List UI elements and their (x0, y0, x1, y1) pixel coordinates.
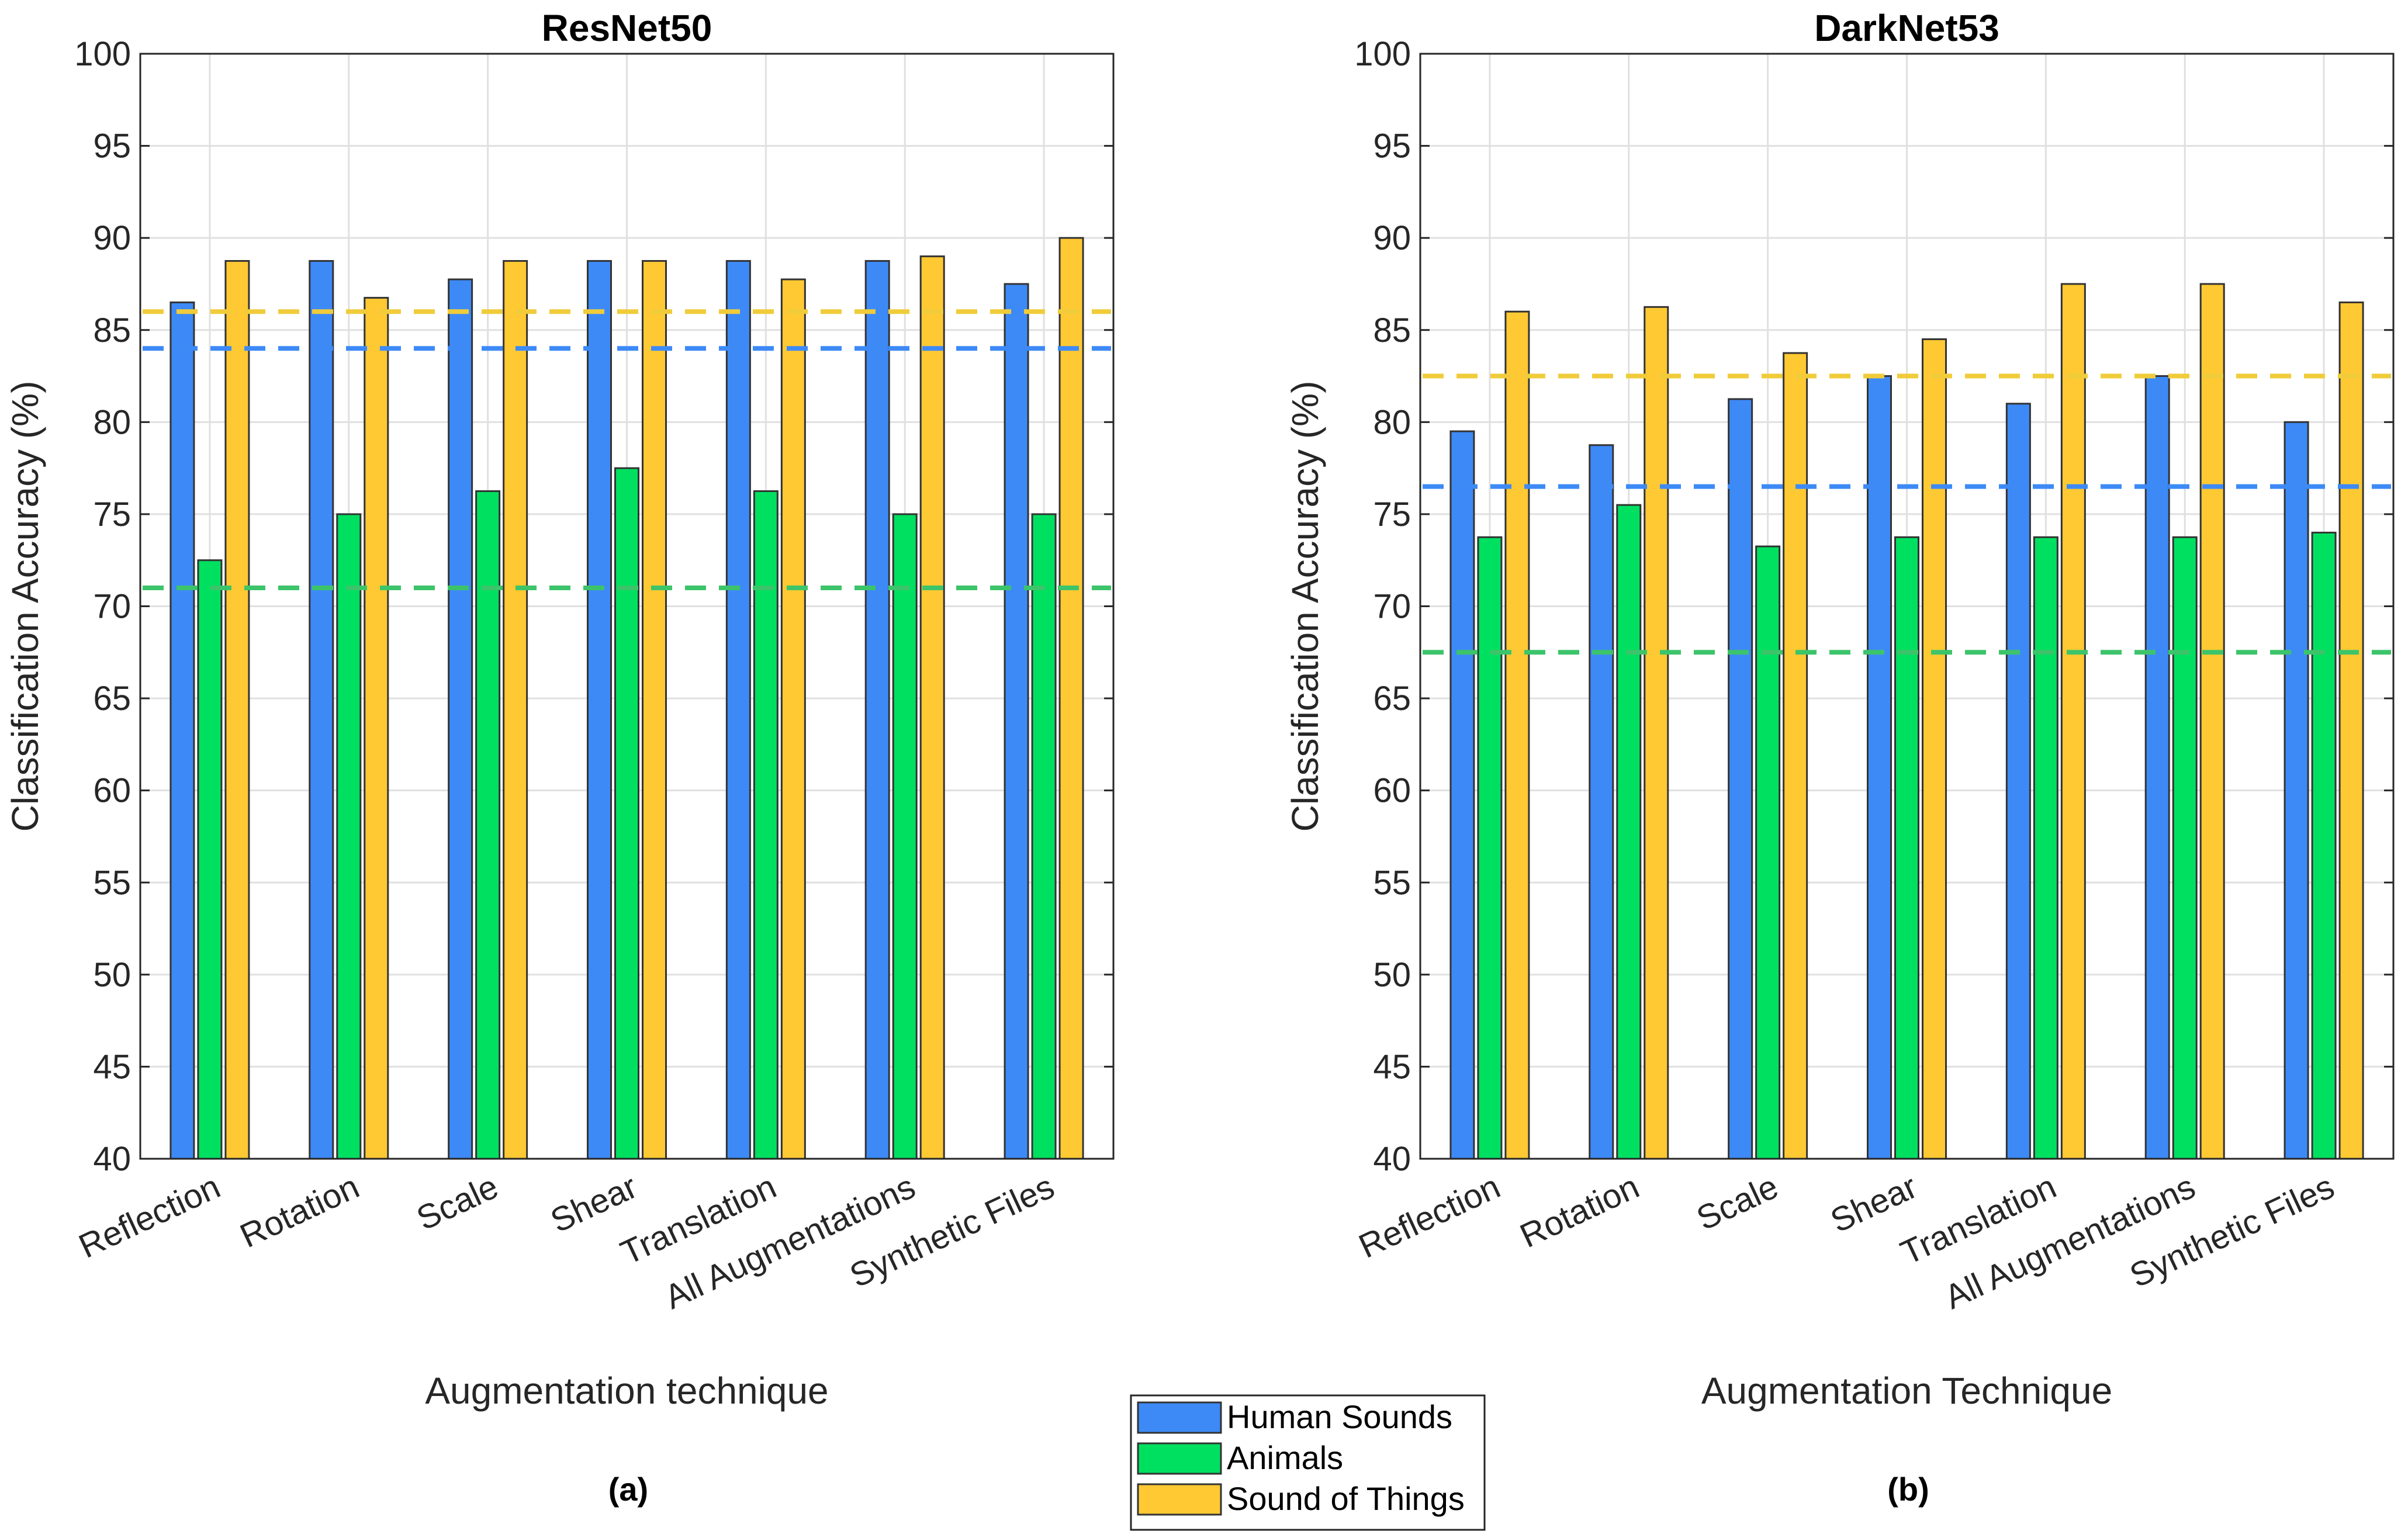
y-tick-label-100: 100 (74, 35, 131, 73)
bar-animals-rotation (1616, 504, 1642, 1160)
y-tick-label-60: 60 (1373, 772, 1411, 810)
y-tick-label-55: 55 (1373, 864, 1411, 902)
y-tick-label-100: 100 (1354, 35, 1411, 73)
y-tick-label-65: 65 (1373, 680, 1411, 718)
bar-sound-of-things-synthetic-files (1058, 237, 1084, 1160)
bars (169, 237, 1084, 1160)
reference-lines (143, 309, 1111, 590)
bar-human-sounds-scale (1728, 398, 1753, 1160)
y-tick-label-75: 75 (1373, 496, 1411, 534)
y-tick-label-80: 80 (93, 403, 131, 441)
y-tick-label-95: 95 (1373, 127, 1411, 165)
y-tick-label-45: 45 (1373, 1048, 1411, 1086)
legend-label-human-sounds: Human Sounds (1227, 1398, 1452, 1435)
y-tick-label-85: 85 (93, 311, 131, 349)
y-ticks: 40 45 50 55 60 65 70 75 80 85 90 95 100 (1354, 35, 2393, 1178)
bar-sound-of-things-reflection (224, 260, 250, 1160)
y-tick-label-50: 50 (93, 956, 131, 994)
x-axis-label: Augmentation technique (425, 1370, 828, 1412)
bar-sound-of-things-rotation (364, 297, 389, 1160)
bar-sound-of-things-translation (2060, 283, 2086, 1160)
bar-animals-rotation (336, 513, 362, 1160)
panel-caption: (b) (1887, 1471, 1929, 1508)
chart-title: ResNet50 (542, 7, 712, 49)
bar-human-sounds-scale (448, 278, 473, 1160)
bar-animals-synthetic-files (1031, 513, 1057, 1160)
series-sound-of-things (224, 237, 1084, 1160)
bar-sound-of-things-all-augmentations (2199, 283, 2225, 1160)
legend-swatch-sound-of-things (1137, 1483, 1222, 1516)
bar-human-sounds-translation (2005, 403, 2031, 1160)
y-axis-label: Classification Accuracy (%) (4, 381, 46, 832)
bar-sound-of-things-scale (503, 260, 528, 1160)
chart-title: DarkNet53 (1814, 7, 1999, 49)
legend-swatch-animals (1137, 1442, 1222, 1475)
bar-animals-scale (475, 490, 501, 1160)
y-axis-label: Classification Accuracy (%) (1284, 381, 1326, 832)
series-sound-of-things (1504, 283, 2364, 1160)
bar-sound-of-things-reflection (1504, 310, 1530, 1160)
bar-human-sounds-reflection (169, 301, 195, 1160)
bar-animals-scale (1755, 545, 1781, 1160)
y-tick-label-95: 95 (93, 127, 131, 165)
bar-animals-shear (614, 467, 639, 1160)
legend-entry-human-sounds: Human Sounds (1137, 1398, 1452, 1435)
bar-animals-translation (2033, 536, 2058, 1160)
bar-sound-of-things-translation (780, 278, 806, 1160)
series-animals (197, 467, 1057, 1160)
y-tick-label-75: 75 (93, 496, 131, 534)
legend-entry-sound-of-things: Sound of Things (1137, 1480, 1465, 1517)
bar-human-sounds-shear (1867, 375, 1892, 1160)
series-animals (1477, 504, 2337, 1160)
bar-animals-all-augmentations (892, 513, 918, 1160)
y-tick-label-85: 85 (1373, 311, 1411, 349)
y-tick-label-70: 70 (93, 588, 131, 626)
y-tick-label-70: 70 (1373, 588, 1411, 626)
bar-human-sounds-shear (587, 260, 612, 1160)
bar-human-sounds-translation (725, 260, 751, 1160)
legend-label-sound-of-things: Sound of Things (1227, 1480, 1465, 1517)
bar-sound-of-things-rotation (1644, 306, 1669, 1160)
bar-sound-of-things-all-augmentations (919, 255, 945, 1160)
legend: Human Sounds Animals Sound of Things (1130, 1394, 1486, 1531)
bar-animals-shear (1894, 536, 1919, 1160)
y-tick-label-90: 90 (1373, 219, 1411, 257)
y-tick-label-55: 55 (93, 864, 131, 902)
bar-sound-of-things-shear (1922, 338, 1947, 1160)
panel-caption: (a) (608, 1471, 648, 1508)
bar-animals-all-augmentations (2172, 536, 2198, 1160)
bar-sound-of-things-synthetic-files (2338, 301, 2364, 1160)
bar-human-sounds-all-augmentations (2144, 375, 2170, 1160)
bar-animals-reflection (1477, 536, 1503, 1160)
y-tick-label-50: 50 (1373, 956, 1411, 994)
bar-sound-of-things-scale (1783, 352, 1808, 1160)
bar-animals-synthetic-files (2311, 531, 2337, 1160)
legend-entry-animals: Animals (1137, 1439, 1343, 1476)
bar-human-sounds-rotation (1589, 444, 1614, 1160)
legend-swatch-human-sounds (1137, 1401, 1222, 1434)
y-tick-label-40: 40 (1373, 1140, 1411, 1178)
y-tick-label-40: 40 (93, 1140, 131, 1178)
bar-animals-reflection (197, 559, 223, 1160)
bar-human-sounds-all-augmentations (864, 260, 890, 1160)
y-tick-label-65: 65 (93, 680, 131, 718)
bar-human-sounds-reflection (1449, 430, 1475, 1160)
bar-human-sounds-synthetic-files (2284, 421, 2309, 1160)
y-tick-label-45: 45 (93, 1048, 131, 1086)
legend-label-animals: Animals (1227, 1439, 1343, 1476)
x-axis-label: Augmentation Technique (1701, 1370, 2112, 1412)
reference-lines (1423, 373, 2391, 655)
y-tick-label-60: 60 (93, 772, 131, 810)
bar-human-sounds-synthetic-files (1004, 283, 1029, 1160)
bar-sound-of-things-shear (642, 260, 667, 1160)
y-tick-label-90: 90 (93, 219, 131, 257)
bar-human-sounds-rotation (309, 260, 334, 1160)
y-ticks: 40 45 50 55 60 65 70 75 80 85 90 95 100 (74, 35, 1113, 1178)
y-tick-label-80: 80 (1373, 403, 1411, 441)
bar-animals-translation (753, 490, 779, 1160)
